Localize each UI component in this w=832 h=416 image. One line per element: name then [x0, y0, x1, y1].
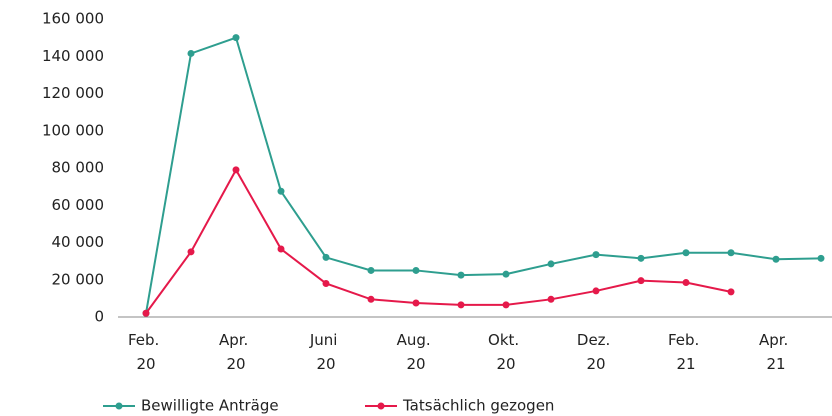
series-line — [145, 167, 732, 314]
data-point — [277, 245, 285, 253]
data-point — [232, 34, 240, 42]
series-line — [145, 36, 822, 314]
y-tick-label: 80 000 — [52, 159, 105, 177]
x-tick-label: Juni 20 — [309, 331, 342, 373]
data-point — [817, 254, 825, 262]
y-tick-label: 100 000 — [42, 121, 104, 139]
data-point — [187, 248, 195, 256]
data-point — [547, 295, 555, 303]
data-point — [412, 266, 420, 274]
y-tick-label: 0 — [94, 308, 104, 326]
data-point — [187, 49, 195, 57]
data-point — [367, 266, 375, 274]
y-tick-label: 60 000 — [52, 196, 105, 214]
data-point — [502, 301, 510, 309]
data-point — [592, 287, 600, 295]
y-tick-label: 160 000 — [42, 10, 104, 28]
data-point — [142, 309, 150, 317]
data-point — [502, 270, 510, 278]
data-point — [322, 253, 330, 261]
x-tick-label: Feb. 21 — [668, 331, 704, 373]
legend-marker — [377, 402, 385, 410]
x-tick-label: Feb. 20 — [128, 331, 164, 373]
x-tick-label: Okt. 20 — [488, 331, 524, 373]
data-point — [592, 251, 600, 259]
data-point — [682, 279, 690, 287]
data-point — [547, 260, 555, 268]
x-tick-label: Apr. 21 — [759, 331, 793, 373]
x-tick-label: Aug. 20 — [397, 331, 436, 373]
data-point — [232, 166, 240, 174]
y-tick-label: 40 000 — [52, 233, 105, 251]
legend-label: Bewilligte Anträge — [141, 397, 279, 415]
data-point — [637, 277, 645, 285]
data-point — [367, 295, 375, 303]
y-tick-label: 120 000 — [42, 84, 104, 102]
data-point — [457, 271, 465, 279]
data-point — [322, 279, 330, 287]
data-point — [412, 299, 420, 307]
x-tick-label: Apr. 20 — [219, 331, 253, 373]
data-point — [457, 301, 465, 309]
x-tick-label: Dez. 20 — [577, 331, 615, 373]
legend-marker — [115, 402, 123, 410]
data-point — [277, 187, 285, 195]
data-point — [727, 288, 735, 296]
data-point — [682, 249, 690, 257]
data-point — [637, 254, 645, 262]
y-tick-label: 20 000 — [52, 270, 105, 288]
data-point — [727, 249, 735, 257]
legend-label: Tatsächlich gezogen — [402, 397, 554, 415]
y-tick-label: 140 000 — [42, 47, 104, 65]
data-point — [772, 255, 780, 263]
